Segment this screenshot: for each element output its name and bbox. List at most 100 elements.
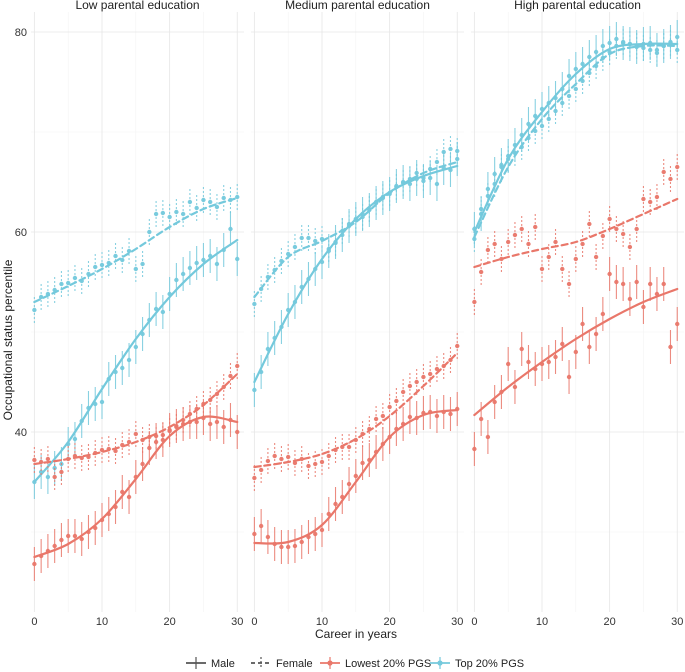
series-lowest-20-pgs-male [472, 257, 680, 466]
legend-entry-female: Female [251, 657, 313, 670]
data-point [573, 349, 579, 355]
data-point [512, 384, 518, 390]
data-point [627, 244, 633, 250]
data-point [126, 248, 132, 254]
series-lowest-20-pgs-female [252, 333, 460, 491]
data-point [607, 40, 612, 46]
data-point [627, 296, 633, 302]
data-point [167, 214, 172, 220]
data-point [448, 411, 453, 417]
panel-title: Low parental education [75, 0, 199, 12]
data-point [661, 281, 666, 287]
data-point [285, 544, 291, 550]
fit-line [33, 415, 239, 559]
data-point [228, 226, 233, 232]
data-point [279, 456, 284, 462]
data-point [654, 47, 660, 53]
data-point [285, 454, 291, 460]
data-point [252, 387, 257, 393]
data-point [126, 494, 132, 500]
data-point [360, 460, 365, 466]
panel-background [31, 12, 244, 612]
data-point [607, 271, 612, 277]
data-point [647, 281, 653, 287]
data-point [174, 423, 179, 429]
data-point [299, 235, 304, 241]
data-point [668, 176, 673, 182]
panel-1: Low parental education 0 10 20 30 [31, 0, 244, 628]
panel-2: Medium parental education 0 10 20 30 [251, 0, 464, 628]
data-point [566, 93, 572, 99]
y-tick-label: 40 [15, 427, 27, 439]
data-point [519, 226, 524, 232]
data-point [265, 534, 271, 540]
data-point [120, 257, 125, 263]
data-point [600, 43, 606, 49]
data-point [153, 211, 159, 217]
data-point [72, 533, 78, 539]
data-point [140, 261, 145, 267]
data-point [387, 404, 392, 410]
data-point [580, 321, 585, 327]
data-point [634, 44, 639, 50]
data-point [485, 434, 491, 440]
data-point [187, 265, 193, 271]
panel-title: Medium parental education [285, 0, 430, 12]
data-point [180, 211, 186, 217]
data-point [160, 309, 166, 315]
data-point [126, 439, 132, 445]
data-point [553, 239, 558, 245]
data-point [214, 419, 220, 425]
data-point [207, 421, 213, 427]
data-point [560, 266, 565, 272]
data-point [573, 66, 579, 72]
data-point [620, 231, 626, 237]
x-tick-label: 20 [603, 616, 615, 628]
data-point [434, 181, 440, 187]
data-point [434, 366, 440, 372]
data-point [319, 527, 325, 533]
data-point [353, 473, 359, 479]
data-point [59, 469, 64, 475]
data-point [539, 266, 545, 272]
data-point [675, 34, 680, 40]
data-point [333, 501, 338, 507]
data-point [661, 43, 666, 49]
data-point [587, 54, 592, 60]
data-point [306, 463, 311, 469]
data-point [566, 374, 572, 380]
data-point [93, 264, 98, 270]
data-point [607, 216, 612, 222]
data-point [258, 467, 264, 473]
data-point [593, 254, 599, 260]
data-point [600, 233, 606, 239]
data-point [512, 232, 518, 238]
data-point [52, 543, 57, 549]
data-point [573, 256, 579, 262]
data-point [600, 311, 606, 317]
data-point [427, 175, 433, 181]
data-point [265, 458, 271, 464]
data-point [221, 195, 226, 201]
series-top-20-pgs-male [252, 142, 460, 407]
data-point [133, 344, 139, 350]
data-point [228, 373, 233, 379]
data-point [194, 419, 199, 425]
data-point [79, 536, 84, 542]
legend-entry-top-20-pgs: Top 20% PGS [430, 657, 524, 670]
data-point [526, 359, 531, 365]
data-point [661, 169, 666, 175]
data-point [120, 365, 125, 371]
data-point [421, 178, 426, 184]
fit-line [253, 351, 459, 469]
legend-entry-lowest-20-pgs: Lowest 20% PGS [320, 657, 431, 670]
data-point [505, 361, 511, 367]
data-point [221, 424, 226, 430]
data-point [448, 146, 453, 152]
data-point [45, 456, 51, 462]
data-point [546, 359, 551, 365]
data-point [65, 280, 71, 286]
data-point [346, 444, 352, 450]
data-point [153, 439, 159, 445]
